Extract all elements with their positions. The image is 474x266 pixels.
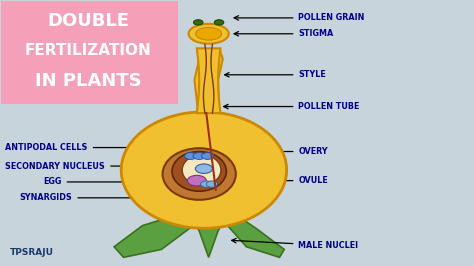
- Polygon shape: [121, 112, 287, 228]
- Circle shape: [201, 181, 212, 187]
- Text: ANTIPODAL CELLS: ANTIPODAL CELLS: [5, 143, 172, 152]
- Text: SECONDARY NUCLEUS: SECONDARY NUCLEUS: [5, 161, 167, 171]
- Text: OVULE: OVULE: [258, 176, 328, 185]
- Ellipse shape: [196, 27, 222, 40]
- Circle shape: [214, 20, 224, 25]
- Text: OVERY: OVERY: [267, 147, 328, 156]
- Text: POLLEN TUBE: POLLEN TUBE: [224, 102, 360, 111]
- Text: STYLE: STYLE: [225, 70, 326, 79]
- Circle shape: [193, 20, 203, 25]
- Text: MALE NUCLEI: MALE NUCLEI: [232, 238, 358, 250]
- Text: DOUBLE: DOUBLE: [47, 11, 129, 30]
- Ellipse shape: [172, 152, 227, 191]
- Text: EGG: EGG: [43, 177, 169, 186]
- Ellipse shape: [163, 148, 236, 200]
- Polygon shape: [218, 212, 284, 257]
- Text: IN PLANTS: IN PLANTS: [35, 72, 141, 90]
- Circle shape: [195, 164, 212, 173]
- Circle shape: [206, 181, 218, 187]
- Text: TPSRAJU: TPSRAJU: [10, 248, 54, 257]
- Polygon shape: [197, 48, 220, 113]
- Polygon shape: [190, 212, 228, 257]
- Text: FERTILIZATION: FERTILIZATION: [25, 43, 152, 59]
- Circle shape: [201, 153, 214, 159]
- Text: SYNARGIDS: SYNARGIDS: [19, 193, 169, 202]
- Circle shape: [187, 175, 206, 186]
- Text: STIGMA: STIGMA: [234, 29, 334, 38]
- Polygon shape: [194, 48, 223, 113]
- Ellipse shape: [182, 155, 221, 185]
- Circle shape: [193, 153, 205, 159]
- Text: POLLEN GRAIN: POLLEN GRAIN: [234, 13, 365, 22]
- Ellipse shape: [189, 24, 229, 44]
- Polygon shape: [114, 212, 199, 257]
- FancyBboxPatch shape: [0, 1, 178, 104]
- Circle shape: [184, 153, 197, 159]
